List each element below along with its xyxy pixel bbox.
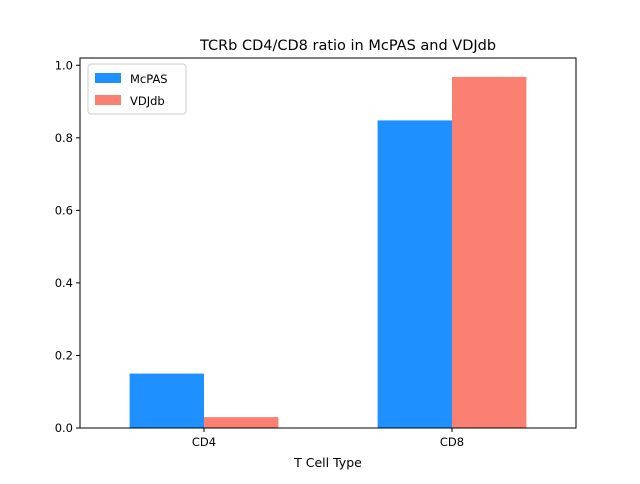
x-tick-label-cd8: CD8 — [440, 435, 464, 449]
y-tick-label: 0.2 — [55, 348, 73, 362]
y-axis: 0.0 0.2 0.4 0.6 0.8 1.0 — [55, 58, 80, 435]
plot-frame — [79, 57, 577, 429]
bar-mcpas-cd4 — [129, 373, 204, 428]
x-tick-label-cd4: CD4 — [192, 435, 216, 449]
bar-vdjdb-cd8 — [452, 76, 527, 429]
legend-swatch-vdjdb — [95, 95, 121, 105]
y-tick-label: 0.8 — [55, 131, 73, 145]
y-tick-label: 1.0 — [55, 58, 73, 72]
y-tick-label: 0.0 — [55, 421, 73, 435]
legend-swatch-mcpas — [95, 73, 121, 83]
x-axis: CD4 CD8 — [192, 428, 464, 449]
legend-label-mcpas: McPAS — [130, 72, 168, 86]
legend: McPAS VDJdb — [87, 63, 187, 115]
bar-mcpas-cd8 — [377, 120, 452, 429]
bars-group — [129, 76, 527, 429]
bar-vdjdb-cd4 — [204, 417, 279, 428]
y-tick-label: 0.4 — [55, 276, 73, 290]
legend-label-vdjdb: VDJdb — [130, 94, 165, 108]
chart-title: TCRb CD4/CD8 ratio in McPAS and VDJdb — [199, 38, 496, 54]
x-axis-label: T Cell Type — [293, 455, 362, 470]
y-tick-label: 0.6 — [55, 203, 73, 217]
